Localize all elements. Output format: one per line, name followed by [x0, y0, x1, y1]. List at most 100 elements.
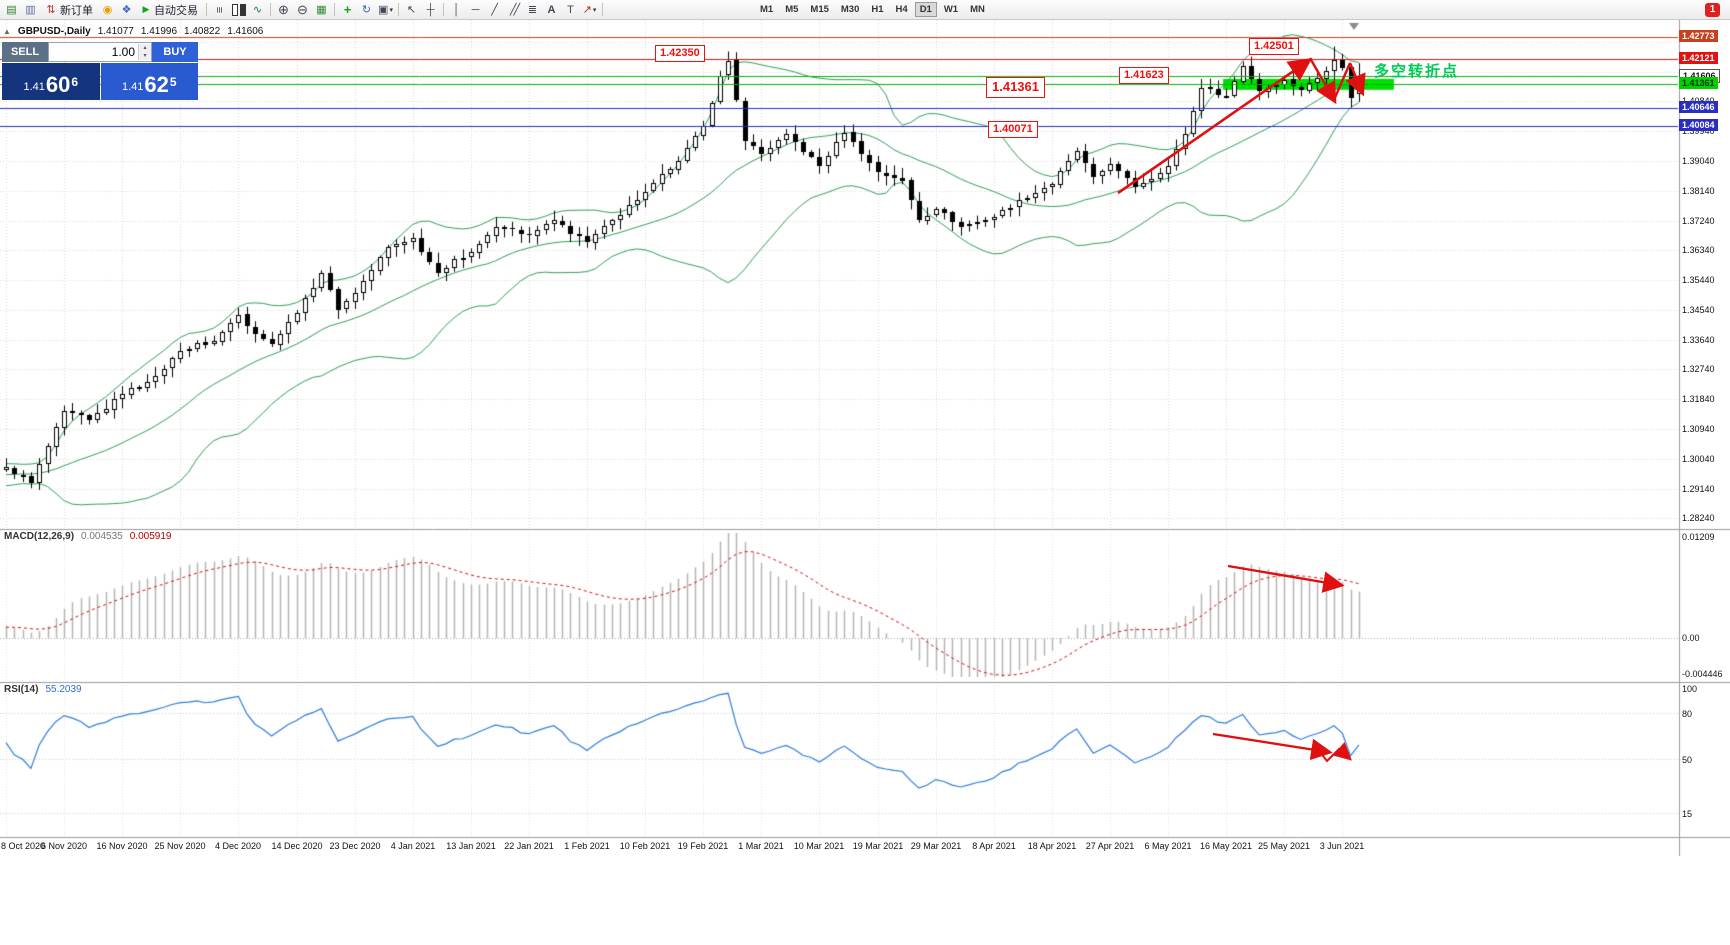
buy-price-box[interactable]: 1.41 62 5: [100, 63, 198, 100]
new-chart-icon[interactable]: ▤: [6, 4, 17, 16]
chart-line-button[interactable]: ∿: [252, 4, 263, 16]
timeframe-button-M1[interactable]: M1: [760, 4, 774, 15]
date-axis-label: 1 Feb 2021: [564, 841, 610, 851]
macd-signal-value: 0.005919: [129, 531, 172, 542]
price-level-marker: 1.40646: [1679, 101, 1718, 113]
price-callout-resistance: 1.41623: [1119, 67, 1169, 84]
date-axis-label: 25 Nov 2020: [154, 841, 206, 851]
price-chart-canvas[interactable]: [0, 20, 1730, 945]
tile-windows-button[interactable]: ▦: [316, 4, 327, 16]
price-axis-label: 1.38140: [1682, 186, 1715, 196]
timeframe-button-H4[interactable]: H4: [895, 4, 908, 15]
date-axis-label: 6 Nov 2020: [40, 841, 88, 851]
price-axis: 1.28240 1.29140 1.30040 1.30940 1.31840 1.327…: [1679, 0, 1730, 945]
profiles-icon[interactable]: ▥: [25, 4, 36, 16]
date-axis-label: 4 Jan 2021: [390, 841, 436, 851]
sell-price-box[interactable]: 1.41 60 6: [2, 63, 100, 100]
sell-price-big: 60: [45, 72, 71, 97]
news-icon[interactable]: ❖: [121, 4, 132, 16]
templates-button[interactable]: ▣ ▾: [378, 4, 393, 16]
timeframe-button-H1[interactable]: H1: [871, 4, 884, 15]
vertical-line-button[interactable]: │: [453, 3, 460, 16]
price-axis-label: 1.37240: [1682, 216, 1715, 226]
date-axis-label: 13 Jan 2021: [446, 841, 496, 851]
ohlc-low: 1.40822: [184, 26, 221, 37]
fibonacci-button[interactable]: ≣: [527, 4, 538, 16]
timeframe-button-D1[interactable]: D1: [914, 2, 937, 17]
ohlc-open: 1.41077: [97, 26, 134, 37]
price-level-marker: 1.41361: [1679, 77, 1718, 89]
date-axis-label: 19 Mar 2021: [852, 841, 904, 851]
text-tool-button[interactable]: A: [547, 3, 556, 16]
channel-button[interactable]: ╱╱: [509, 4, 520, 16]
main-toolbar: ▤ ▥ ⇅ 新订单 ◉ ❖ ▶ 自动交易 ≡ ∿ ⊕ ⊖ ▦ + ↻ ▣ ▾ ↖ …: [0, 0, 1730, 20]
timeframe-button-W1[interactable]: W1: [943, 4, 959, 15]
price-axis-label: 1.30040: [1682, 454, 1715, 464]
date-axis: 8 Oct 2020 6 Nov 2020 16 Nov 2020 25 Nov 20…: [0, 840, 1678, 854]
horizontal-line-button[interactable]: ─: [471, 3, 480, 16]
rsi-axis-label: 80: [1682, 709, 1693, 719]
date-axis-label: 1 Mar 2021: [738, 841, 784, 851]
rsi-name: RSI(14): [4, 684, 39, 695]
price-callout-support: 1.40071: [988, 121, 1038, 138]
crosshair-button[interactable]: ┼: [426, 3, 435, 16]
date-axis-label: 19 Feb 2021: [677, 841, 729, 851]
price-axis-label: 1.28240: [1682, 513, 1715, 523]
price-axis-label: 1.35440: [1682, 275, 1715, 285]
timeframe-button-MN[interactable]: MN: [970, 4, 985, 15]
chart-symbol-period: GBPUSD-,Daily: [17, 26, 91, 37]
volume-up-button[interactable]: ▴: [139, 44, 151, 52]
autotrade-button[interactable]: ▶ 自动交易: [136, 2, 203, 18]
rsi-value: 55.2039: [45, 684, 82, 695]
price-level-marker: 1.40084: [1679, 119, 1718, 131]
timeframe-toolbar: M1 M5 M15 M30 H1 H4 D1 W1 MN: [754, 2, 991, 17]
sell-button[interactable]: SELL: [2, 42, 48, 62]
volume-input[interactable]: [49, 44, 138, 60]
buy-button[interactable]: BUY: [152, 42, 198, 62]
trendline-button[interactable]: ╱: [491, 4, 498, 16]
chart-bars-button[interactable]: ≡: [213, 6, 226, 13]
date-axis-label: 29 Mar 2021: [910, 841, 962, 851]
new-order-button[interactable]: ⇅ 新订单: [40, 2, 98, 18]
price-callout-jun-high: 1.42501: [1249, 38, 1299, 55]
zoom-in-button[interactable]: ⊕: [278, 1, 289, 17]
notification-badge[interactable]: 1: [1705, 2, 1720, 17]
timeframe-button-M15[interactable]: M15: [810, 4, 829, 15]
chart-candles-button[interactable]: [229, 2, 248, 18]
price-axis-label: 1.30940: [1682, 424, 1715, 434]
date-axis-label: 27 Apr 2021: [1085, 841, 1135, 851]
indicators-button[interactable]: +: [343, 2, 352, 17]
autotrade-play-icon: ▶: [142, 4, 150, 14]
one-click-toggle[interactable]: ▲: [3, 27, 11, 36]
cycles-button[interactable]: ↻: [361, 4, 372, 16]
date-axis-label: 16 May 2021: [1199, 841, 1253, 851]
date-axis-label: 4 Dec 2020: [214, 841, 262, 851]
macd-axis-label: -0.004446: [1682, 669, 1723, 679]
sell-price-small: 1.41: [23, 81, 45, 93]
timeframe-button-M30[interactable]: M30: [840, 4, 860, 15]
macd-name: MACD(12,26,9): [4, 531, 75, 542]
rsi-label-row: RSI(14) 55.2039: [4, 684, 82, 695]
ohlc-close: 1.41606: [227, 26, 264, 37]
chart-title: ▲ GBPUSD-,Daily 1.41077 1.41996 1.40822 …: [3, 26, 263, 37]
date-axis-label: 14 Dec 2020: [271, 841, 323, 851]
price-level-marker: 1.42121: [1679, 52, 1718, 64]
mql5-compass-icon[interactable]: ◉: [102, 4, 113, 16]
date-axis-label: 10 Feb 2021: [619, 841, 671, 851]
zoom-out-button[interactable]: ⊖: [297, 1, 308, 17]
cursor-button[interactable]: ↖: [406, 4, 417, 16]
arrows-tool-button[interactable]: ↗ ▾: [582, 4, 597, 16]
date-axis-label: 18 Apr 2021: [1027, 841, 1077, 851]
date-axis-label: 10 Mar 2021: [793, 841, 845, 851]
volume-down-button[interactable]: ▾: [139, 52, 151, 60]
price-level-marker: 1.42773: [1679, 30, 1718, 42]
volume-spinner: ▴ ▾: [138, 44, 151, 60]
rsi-axis-label: 50: [1682, 755, 1693, 765]
toolbar-separator: [334, 3, 335, 16]
label-tool-button[interactable]: T: [567, 3, 574, 16]
autotrade-label: 自动交易: [154, 4, 198, 17]
timeframe-button-M5[interactable]: M5: [785, 4, 799, 15]
macd-axis-label: 0.01209: [1682, 532, 1715, 542]
price-axis-label: 1.36340: [1682, 245, 1715, 255]
date-axis-label: 8 Apr 2021: [972, 841, 1016, 851]
